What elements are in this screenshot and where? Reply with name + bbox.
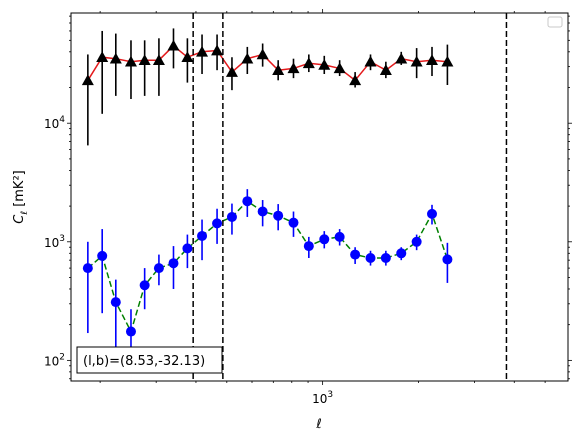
series-1-point: [124, 55, 137, 67]
series-1-point: [211, 44, 224, 56]
series-2-point: [319, 234, 330, 245]
series-2-point: [442, 254, 453, 265]
x-axis-label: ℓ: [315, 417, 321, 432]
series-2-point: [110, 297, 121, 308]
series-1-point: [441, 55, 454, 67]
series-1-point: [272, 64, 285, 75]
series-2-point: [168, 258, 179, 269]
annotation-text: (l,b)=(8.53,-32.13): [83, 354, 205, 369]
series-1-point: [318, 58, 331, 70]
annotation-box: (l,b)=(8.53,-32.13): [76, 346, 223, 374]
y-tick-label: 103: [44, 234, 65, 250]
series-2-point: [380, 253, 391, 264]
series-1-point: [96, 51, 109, 63]
plot-area: [71, 13, 568, 381]
series-1-point: [181, 51, 194, 63]
series-1-point: [138, 54, 151, 65]
series-2-point: [139, 280, 150, 291]
x-tick-label: 103: [312, 390, 333, 406]
series-1-point: [426, 54, 439, 65]
series-2-point: [182, 243, 193, 254]
series-1-point: [395, 52, 408, 64]
series-2-point: [82, 263, 93, 274]
series-2-point: [125, 326, 136, 337]
series-2-point: [334, 231, 345, 242]
series-1-point: [287, 62, 300, 74]
series-2-point: [257, 206, 268, 217]
series-2-point: [303, 241, 314, 252]
series-2-point: [411, 236, 422, 247]
series-1-point: [81, 74, 94, 86]
legend-box: [547, 16, 563, 28]
series-1-point: [349, 74, 362, 86]
series-2-point: [273, 210, 284, 221]
series-2-point: [427, 208, 438, 219]
series-2-point: [212, 218, 223, 229]
series-2-point: [350, 249, 361, 260]
series-1-point: [379, 64, 392, 75]
series-1-point: [333, 62, 346, 74]
series-2-point: [153, 263, 164, 274]
series-1-point: [410, 55, 423, 67]
series-1-point: [302, 57, 315, 69]
series-1-point: [256, 48, 269, 60]
series-2-point: [365, 253, 376, 264]
series-2-point: [97, 250, 108, 261]
series-2-point: [288, 217, 299, 228]
y-tick-label: 102: [44, 352, 65, 368]
series-1-point: [196, 45, 209, 57]
series-1-point: [241, 52, 254, 64]
y-axis-label: Cℓ [mK²]: [12, 170, 30, 223]
series-2-point: [396, 248, 407, 259]
series-1-point: [225, 66, 238, 77]
series-1-point: [109, 52, 122, 64]
axes-frame: [70, 12, 569, 382]
series-1-point: [152, 54, 165, 65]
series-2-point: [197, 230, 208, 241]
y-tick-label: 104: [44, 115, 65, 131]
series-2-point: [242, 196, 253, 207]
series-1-point: [364, 55, 377, 67]
series-2-point: [226, 211, 237, 222]
series-1-point: [167, 39, 180, 51]
